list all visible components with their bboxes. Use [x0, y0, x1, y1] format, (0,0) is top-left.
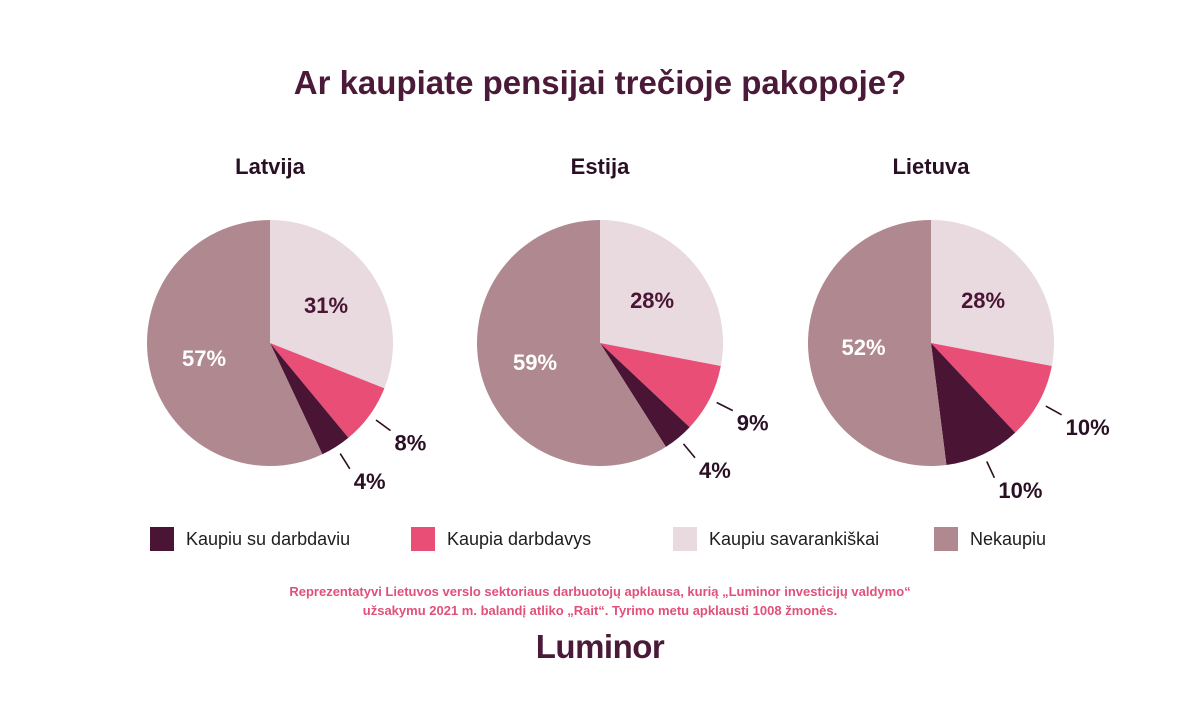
legend-label: Nekaupiu	[970, 528, 1047, 549]
pie-label-kaupia-darbdavys: 10%	[1066, 415, 1110, 440]
pie-label-kaupiu-savarankiskai: 28%	[961, 288, 1005, 313]
pie-slice-kaupiu-savarankiskai	[270, 220, 393, 389]
pie-leader-kaupia-darbdavys	[716, 401, 734, 412]
legend-label: Kaupiu savarankiškai	[709, 528, 880, 549]
pie-title-estija: Estija	[571, 154, 630, 179]
legend-item: Kaupia darbdavys	[411, 524, 591, 554]
pie-leader-kaupiu-su-darbdaviu	[986, 461, 996, 479]
legend-swatch	[411, 527, 435, 551]
pie-slice-kaupiu-su-darbdaviu	[270, 343, 349, 455]
pie-slice-nekaupiu	[808, 220, 947, 466]
legend-swatch	[673, 527, 697, 551]
pie-label-kaupia-darbdavys: 8%	[395, 431, 427, 456]
survey-note-line-1: Reprezentatyvi Lietuvos verslo sektoriau…	[289, 584, 911, 599]
legend-item: Kaupiu savarankiškai	[673, 524, 879, 554]
pie-chart-lietuva: Lietuva 28% 10% 10% 52%	[808, 154, 1110, 503]
luminor-logo: Luminor	[535, 628, 665, 665]
pie-title-latvija: Latvija	[235, 154, 305, 179]
legend: Kaupiu su darbdaviu Kaupia darbdavys Kaupi…	[0, 524, 1200, 554]
pie-leader-kaupiu-su-darbdaviu	[339, 453, 351, 470]
pie-chart-latvija: Latvija 31% 8% 4% 57%	[146, 154, 427, 494]
pie-slice-kaupiu-savarankiskai	[600, 220, 723, 367]
pie-label-kaupiu-su-darbdaviu: 4%	[354, 469, 386, 494]
legend-label: Kaupiu su darbdaviu	[186, 528, 351, 549]
legend-label: Kaupia darbdavys	[447, 528, 592, 549]
pie-label-nekaupiu: 57%	[182, 346, 226, 371]
pie-label-nekaupiu: 52%	[841, 335, 885, 360]
pie-slice-nekaupiu	[476, 220, 666, 466]
pie-label-nekaupiu: 59%	[513, 350, 557, 375]
pie-slice-nekaupiu	[146, 220, 323, 467]
pie-leader-kaupia-darbdavys	[375, 419, 391, 432]
legend-swatch	[150, 527, 174, 551]
pie-charts-area: Latvija 31% 8% 4% 57% Estija 28% 9% 4% 59% Lietuva…	[0, 140, 1200, 510]
pie-label-kaupia-darbdavys: 9%	[737, 411, 769, 436]
chart-title: Ar kaupiate pensijai trečioje pakopoje?	[293, 64, 907, 101]
legend-swatch	[934, 527, 958, 551]
pie-leader-kaupia-darbdavys	[1045, 405, 1062, 416]
pie-slice-kaupia-darbdavys	[600, 343, 721, 428]
pie-label-kaupiu-su-darbdaviu: 10%	[998, 478, 1042, 503]
pie-charts-svg: Latvija31%8%4%57%Estija28%9%4%59%Lietuva…	[146, 154, 1110, 503]
pie-slice-kaupia-darbdavys	[270, 343, 385, 438]
pie-chart-estija: Estija 28% 9%4% 59%	[476, 154, 769, 483]
pie-title-lietuva: Lietuva	[892, 154, 970, 179]
pie-slice-kaupia-darbdavys	[931, 343, 1052, 433]
pie-label-kaupiu-savarankiskai: 28%	[630, 288, 674, 313]
legend-item: Kaupiu su darbdaviu	[150, 524, 350, 554]
pie-leader-kaupiu-su-darbdaviu	[682, 443, 696, 459]
pie-label-kaupiu-su-darbdaviu: 4%	[699, 458, 731, 483]
pie-slice-kaupiu-su-darbdaviu	[931, 343, 1016, 466]
survey-note-line-2: užsakymu 2021 m. balandį atliko „Rait“. …	[362, 603, 838, 618]
legend-item: Nekaupiu	[934, 524, 1046, 554]
pie-label-kaupiu-savarankiskai: 31%	[304, 293, 348, 318]
pie-slice-kaupiu-su-darbdaviu	[600, 343, 690, 447]
pie-slice-kaupiu-savarankiskai	[931, 220, 1054, 367]
survey-note: Reprezentatyvi Lietuvos verslo sektoriau…	[0, 582, 1200, 620]
